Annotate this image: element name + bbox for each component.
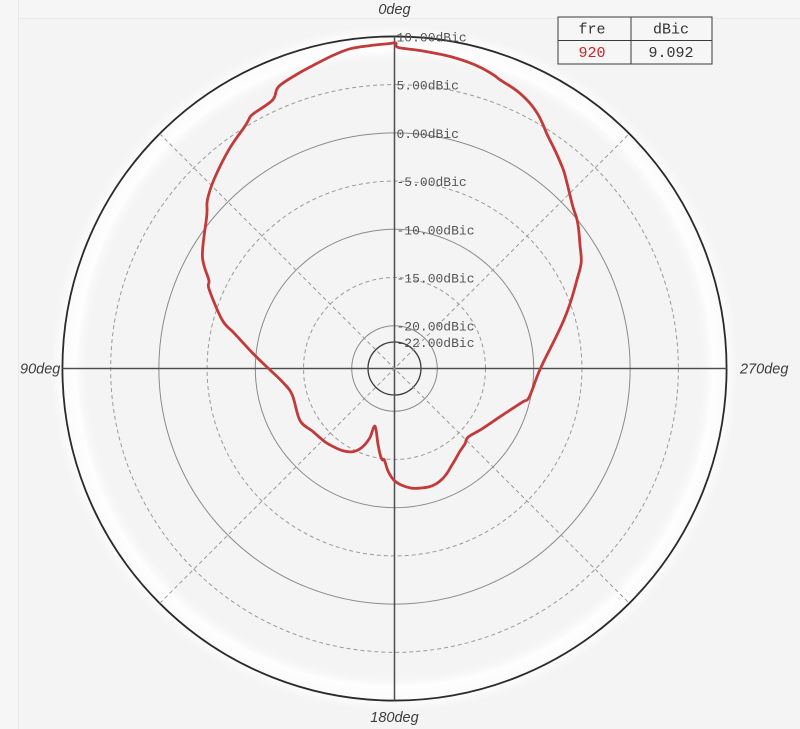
svg-text:90deg: 90deg	[20, 362, 60, 378]
svg-text:-5.00dBic: -5.00dBic	[397, 175, 467, 190]
svg-text:0deg: 0deg	[378, 2, 410, 18]
svg-text:270deg: 270deg	[739, 362, 788, 378]
svg-text:-10.00dBic: -10.00dBic	[397, 223, 475, 238]
svg-text:fre: fre	[578, 22, 605, 39]
svg-text:-22.00dBic: -22.00dBic	[397, 336, 475, 351]
svg-text:920: 920	[578, 45, 605, 62]
svg-text:9.092: 9.092	[648, 45, 693, 62]
svg-text:-20.00dBic: -20.00dBic	[397, 320, 475, 335]
svg-text:0.00dBic: 0.00dBic	[397, 127, 459, 142]
svg-text:180deg: 180deg	[370, 710, 418, 726]
svg-text:5.00dBic: 5.00dBic	[397, 79, 459, 94]
svg-text:dBic: dBic	[653, 22, 689, 39]
svg-text:10.00dBic: 10.00dBic	[397, 30, 467, 45]
svg-text:-15.00dBic: -15.00dBic	[397, 272, 475, 287]
